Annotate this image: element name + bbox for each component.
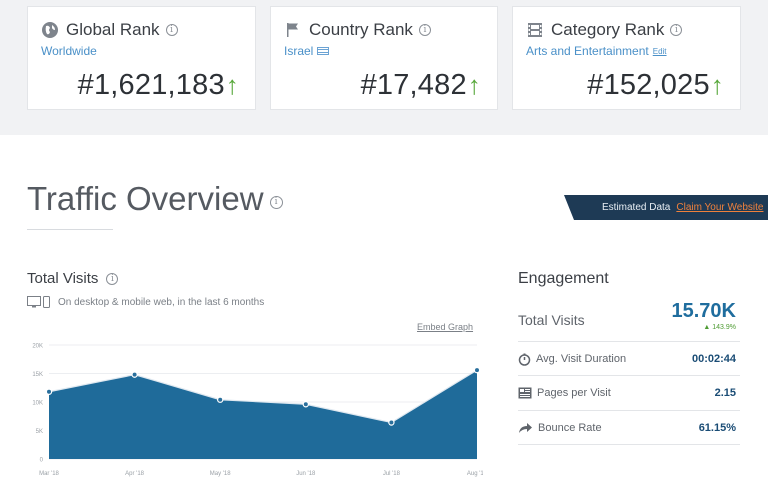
engagement-row-pages: Pages per Visit 2.15 (518, 384, 740, 402)
info-icon[interactable]: i (418, 24, 431, 36)
total-visits-description: On desktop & mobile web, in the last 6 m… (58, 296, 265, 308)
engagement-row-bounce: Bounce Rate 61.15% (518, 419, 740, 437)
israel-flag-icon (317, 47, 330, 55)
global-rank-subtitle[interactable]: Worldwide (41, 44, 97, 58)
y-tick-label: 15K (32, 372, 43, 378)
category-rank-title: Category Rank (551, 20, 665, 39)
y-tick-label: 10K (32, 401, 43, 407)
data-point (45, 388, 53, 395)
category-rank-value: #152,025 ↑ (587, 69, 724, 102)
stopwatch-icon (518, 353, 531, 366)
total-visits-chart: 20K 15K 10K 5K 0 Mar '18 Apr '18 May '18 Jun '18… (32, 344, 483, 478)
country-name: Israel (284, 44, 314, 58)
pages-icon (518, 387, 532, 399)
data-point (388, 419, 395, 426)
visits-area (49, 370, 477, 459)
info-icon[interactable]: i (269, 195, 283, 209)
country-rank-value: #17,482 ↑ (361, 69, 481, 102)
estimated-data-label: Estimated Data (602, 202, 671, 213)
data-point (302, 401, 309, 408)
category-rank-header: Category Rank i (526, 20, 683, 40)
global-rank-card: Global Rank i Worldwide #1,621,183 ↑ (27, 6, 256, 110)
info-icon[interactable]: i (106, 272, 119, 285)
engagement-row-duration: Avg. Visit Duration 00:02:44 (518, 350, 740, 368)
x-tick-label: Mar '18 (39, 471, 59, 477)
category-rank-card: Category Rank i Arts and Entertainment E… (512, 6, 741, 110)
y-tick-label: 5K (36, 429, 43, 435)
traffic-overview-title: Traffic Overview (27, 180, 264, 217)
bounce-arrow-icon (518, 422, 533, 434)
category-rank-subtitle: Arts and Entertainment Edit (526, 44, 667, 58)
data-point (473, 366, 481, 374)
pages-per-visit-value: 2.15 (714, 387, 736, 399)
edit-category-link[interactable]: Edit (652, 46, 667, 56)
trend-up-icon: ↑ (467, 70, 481, 100)
bounce-rate-label: Bounce Rate (538, 422, 602, 434)
visits-line (48, 369, 478, 424)
heading-underline (27, 229, 113, 230)
country-rank-number: #17,482 (360, 69, 467, 101)
country-rank-title: Country Rank (309, 20, 413, 39)
info-icon[interactable]: i (670, 24, 683, 36)
total-visits-heading: Total Visits i (27, 270, 119, 287)
y-tick-label: 20K (32, 344, 43, 350)
rank-strip: Global Rank i Worldwide #1,621,183 ↑ Coun… (0, 0, 768, 135)
avg-visit-duration-value: 00:02:44 (691, 353, 736, 365)
engagement-total-visits: Total Visits 15.70K ▲ 143.9% (518, 300, 740, 340)
estimated-data-banner: Estimated Data Claim Your Website (564, 195, 768, 220)
engagement-title: Engagement (518, 270, 609, 287)
info-icon[interactable]: i (165, 24, 178, 36)
desktop-mobile-icon (27, 296, 51, 308)
divider (518, 341, 740, 342)
data-point (131, 371, 138, 378)
claim-website-link[interactable]: Claim Your Website (676, 202, 764, 213)
global-rank-value: #1,621,183 ↑ (78, 69, 239, 102)
x-tick-label: May '18 (210, 471, 231, 477)
trend-up-icon: ↑ (710, 70, 724, 100)
traffic-overview-heading: Traffic Overview i (27, 180, 283, 218)
divider (518, 444, 740, 445)
engagement-total-visits-value: 15.70K (671, 300, 737, 322)
total-visits-subtitle: On desktop & mobile web, in the last 6 m… (27, 296, 264, 308)
country-rank-subtitle[interactable]: Israel (284, 44, 330, 58)
bounce-rate-value: 61.15% (698, 422, 736, 434)
embed-graph-link[interactable]: Embed Graph (417, 322, 474, 332)
trend-up-icon: ↑ (225, 70, 239, 100)
global-rank-number: #1,621,183 (77, 69, 225, 101)
country-rank-header: Country Rank i (284, 20, 431, 40)
divider (518, 375, 740, 376)
category-rank-number: #152,025 (587, 69, 710, 101)
global-rank-title: Global Rank (66, 20, 160, 39)
global-rank-scope: Worldwide (41, 44, 97, 58)
pages-per-visit-label: Pages per Visit (537, 387, 611, 399)
x-tick-label: Jun '18 (296, 471, 316, 477)
total-visits-title: Total Visits (27, 270, 99, 287)
flag-icon (284, 21, 302, 39)
x-tick-label: Jul '18 (383, 471, 401, 477)
engagement-total-visits-change: ▲ 143.9% (703, 324, 736, 331)
category-name[interactable]: Arts and Entertainment (526, 44, 649, 58)
film-icon (526, 21, 544, 39)
avg-visit-duration-label: Avg. Visit Duration (536, 353, 627, 365)
y-tick-label: 0 (40, 458, 44, 464)
x-tick-label: Aug '18 (467, 471, 483, 477)
x-tick-label: Apr '18 (125, 471, 144, 477)
engagement-total-visits-label: Total Visits (518, 312, 585, 328)
country-rank-card: Country Rank i Israel #17,482 ↑ (270, 6, 498, 110)
divider (518, 410, 740, 411)
globe-icon (41, 21, 59, 39)
global-rank-header: Global Rank i (41, 20, 178, 40)
data-point (216, 396, 224, 403)
